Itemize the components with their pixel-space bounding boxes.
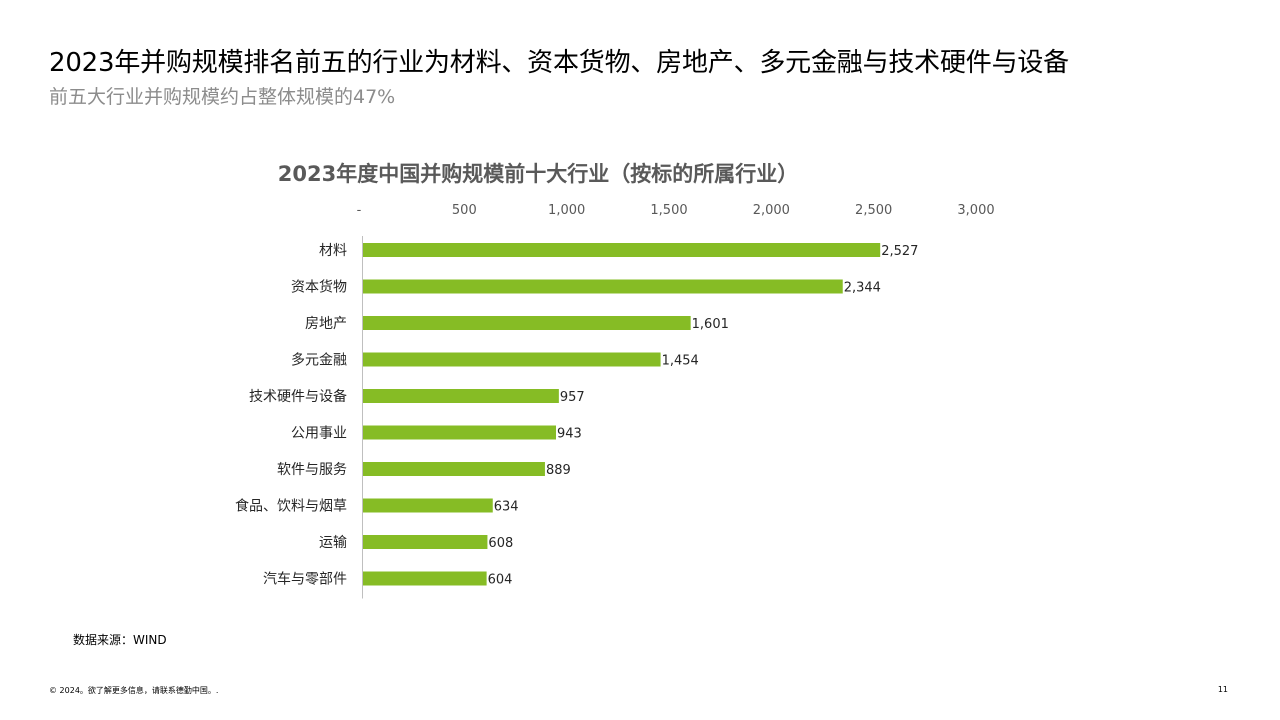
bar [363, 279, 843, 294]
x-tick-label: - [357, 203, 362, 218]
data-label: 943 [557, 427, 582, 442]
data-label: 634 [494, 500, 519, 515]
data-label: 608 [488, 536, 513, 551]
category-label: 运输 [319, 535, 347, 551]
bar [363, 462, 545, 476]
footer-copyright: © 2024。欲了解更多信息，请联系德勤中国。. [49, 686, 219, 695]
bar [363, 352, 661, 367]
data-label: 1,454 [662, 354, 699, 369]
data-label: 2,344 [844, 281, 881, 296]
x-tick-label: 3,000 [957, 203, 994, 218]
data-label: 1,601 [692, 317, 729, 332]
category-label: 多元金融 [291, 352, 347, 369]
category-label: 汽车与零部件 [263, 571, 347, 588]
data-label: 604 [488, 573, 513, 588]
page-number: 11 [1217, 685, 1228, 694]
data-label: 957 [560, 390, 585, 405]
bar [363, 498, 493, 513]
category-label: 材料 [319, 243, 347, 259]
slide-subheadline: 前五大行业并购规模约占整体规模的47% [49, 86, 396, 108]
x-tick-label: 2,500 [855, 203, 892, 218]
slide-headline: 2023年并购规模排名前五的行业为材料、资本货物、房地产、多元金融与技术硬件与设… [49, 48, 1069, 78]
bar [363, 535, 488, 549]
bar [363, 571, 487, 586]
category-label: 食品、饮料与烟草 [235, 498, 347, 515]
category-label: 公用事业 [291, 426, 347, 442]
x-tick-label: 2,000 [753, 203, 790, 218]
x-tick-label: 500 [452, 203, 477, 218]
category-label: 软件与服务 [277, 462, 347, 478]
data-source-note: 数据来源：WIND [73, 633, 167, 647]
bar [363, 243, 881, 257]
bar [363, 389, 559, 403]
x-tick-label: 1,000 [548, 203, 585, 218]
bar [363, 316, 691, 330]
bar [363, 425, 557, 440]
data-label: 2,527 [881, 244, 918, 259]
chart-title: 2023年度中国并购规模前十大行业（按标的所属行业） [277, 162, 799, 186]
category-label: 技术硬件与设备 [249, 388, 347, 405]
category-label: 房地产 [305, 316, 347, 332]
x-tick-label: 1,500 [650, 203, 687, 218]
category-label: 资本货物 [291, 279, 347, 296]
data-label: 889 [546, 463, 571, 478]
